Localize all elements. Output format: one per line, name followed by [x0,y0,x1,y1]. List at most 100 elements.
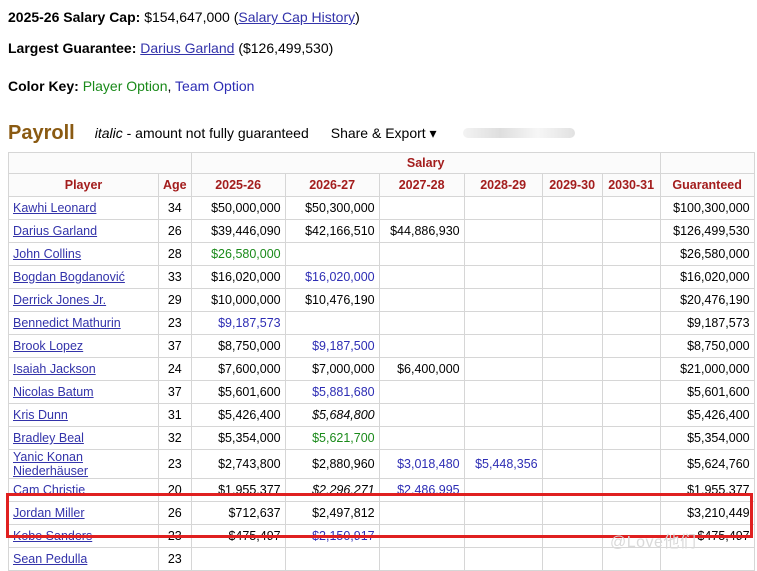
salary-cell: $2,296,271 [284,478,380,502]
salary-cell [463,265,543,289]
guaranteed-cell: $21,000,000 [659,357,755,381]
salary-cell [463,547,543,571]
salary-cell: $5,426,400 [190,403,286,427]
player-cell: Isaiah Jackson [8,357,159,381]
salary-cell [378,196,465,220]
column-header[interactable]: Guaranteed [659,173,755,197]
column-header[interactable]: 2027-28 [378,173,465,197]
salary-cell: $5,881,680 [284,380,380,404]
salary-cell [378,265,465,289]
player-link[interactable]: Cam Christie [13,483,86,497]
guaranteed-cell: $5,354,000 [659,426,755,450]
column-header[interactable]: 2030-31 [601,173,661,197]
italic-note-text: - amount not fully guaranteed [122,125,309,141]
player-link[interactable]: John Collins [13,247,82,261]
header-spacer-right [659,152,755,174]
column-header[interactable]: 2026-27 [284,173,380,197]
player-link[interactable]: Kobe Sanders [13,529,93,543]
salary-cap-history-link[interactable]: Salary Cap History [238,9,356,25]
salary-cell: $2,486,995 [378,478,465,502]
table-row: Brook Lopez 37 $8,750,000 $9,187,500 $8,750,… [8,334,755,358]
salary-cell: $42,166,510 [284,219,380,243]
salary-cell: $2,150,917 [284,524,380,548]
guaranteed-cell: $16,020,000 [659,265,755,289]
salary-cap-label: 2025-26 Salary Cap: [8,9,141,25]
player-link[interactable]: Bennedict Mathurin [13,316,121,330]
salary-cell: $50,300,000 [284,196,380,220]
player-link[interactable]: Kris Dunn [13,408,68,422]
salary-cell-empty [541,380,603,404]
age-cell: 29 [158,288,192,312]
salary-cell [463,196,543,220]
guaranteed-cell: $5,624,760 [659,449,755,479]
player-link[interactable]: Derrick Jones Jr. [13,293,107,307]
player-link[interactable]: Sean Pedulla [13,552,88,566]
salary-cell: $7,000,000 [284,357,380,381]
table-row: Kris Dunn 31 $5,426,400 $5,684,800 $5,426,40… [8,403,755,427]
salary-cell: $5,684,800 [284,403,380,427]
largest-guarantee-label: Largest Guarantee: [8,40,137,56]
salary-cell [378,242,465,266]
table-row: Bennedict Mathurin 23 $9,187,573 $9,187,573 [8,311,755,335]
player-link[interactable]: Isaiah Jackson [13,362,96,376]
salary-cell [378,426,465,450]
salary-cell: $39,446,090 [190,219,286,243]
column-header[interactable]: 2029-30 [541,173,603,197]
color-key-line: Color Key: Player Option, Team Option [8,78,254,94]
player-cell: Kawhi Leonard [8,196,159,220]
salary-cell: $2,497,812 [284,501,380,525]
guaranteed-cell: $8,750,000 [659,334,755,358]
salary-cell-empty [541,357,603,381]
guaranteed-cell: $5,426,400 [659,403,755,427]
player-link[interactable]: Brook Lopez [13,339,84,353]
age-cell: 23 [158,449,192,479]
salary-cap-line: 2025-26 Salary Cap: $154,647,000 (Salary… [8,9,360,25]
column-header[interactable]: 2028-29 [463,173,543,197]
salary-cell-empty [601,334,661,358]
salary-cell [463,288,543,312]
player-cell: Cam Christie [8,478,159,502]
column-header[interactable]: Age [158,173,192,197]
salary-cell-empty [541,547,603,571]
largest-guarantee-player-link[interactable]: Darius Garland [140,40,235,56]
salary-cell [463,242,543,266]
table-row: Cam Christie 20 $1,955,377 $2,296,271 $2,486… [8,478,755,502]
player-link[interactable]: Yanic Konan Niederhäuser [13,450,89,478]
salary-cell [378,501,465,525]
salary-cell-empty [601,288,661,312]
salary-cell [284,547,380,571]
column-header[interactable]: Player [8,173,159,197]
salary-cell: $712,637 [190,501,286,525]
player-cell: Kris Dunn [8,403,159,427]
salary-cell: $2,743,800 [190,449,286,479]
player-link[interactable]: Bradley Beal [13,431,84,445]
player-cell: Bradley Beal [8,426,159,450]
guaranteed-cell: $9,187,573 [659,311,755,335]
player-link[interactable]: Darius Garland [13,224,98,238]
salary-cell [378,288,465,312]
table-row: Darius Garland 26 $39,446,090 $42,166,510 $4… [8,219,755,243]
age-cell: 31 [158,403,192,427]
salary-cell: $475,497 [190,524,286,548]
player-link[interactable]: Bogdan Bogdanović [13,270,125,284]
salary-cell: $3,018,480 [378,449,465,479]
salary-cell [378,524,465,548]
share-export-menu[interactable]: Share & Export ▾ [330,124,437,141]
salary-cell [463,524,543,548]
table-row: Bradley Beal 32 $5,354,000 $5,621,700 $5,354… [8,426,755,450]
player-link[interactable]: Nicolas Batum [13,385,94,399]
salary-cell: $1,955,377 [190,478,286,502]
table-row: Derrick Jones Jr. 29 $10,000,000 $10,476,19… [8,288,755,312]
salary-cell [463,380,543,404]
table-row: Kawhi Leonard 34 $50,000,000 $50,300,000 $10… [8,196,755,220]
watermark: @Love他们 [610,534,697,551]
player-link[interactable]: Jordan Miller [13,506,85,520]
column-header[interactable]: 2025-26 [190,173,286,197]
salary-cell-empty [541,403,603,427]
salary-cell-empty [601,219,661,243]
salary-cell-empty [541,196,603,220]
salary-cell-empty [601,196,661,220]
salary-cell-empty [541,449,603,479]
salary-cell-empty [601,478,661,502]
player-link[interactable]: Kawhi Leonard [13,201,97,215]
